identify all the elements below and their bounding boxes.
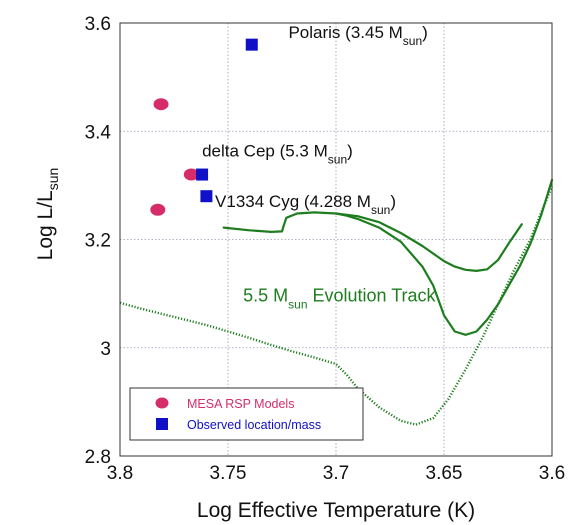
evolution-track-line (334, 178, 554, 336)
annotation-main-text: V1334 Cyg (4.288 M (215, 192, 371, 211)
y-tick-label: 3 (100, 339, 111, 360)
y-tick-label: 3.6 (85, 14, 111, 35)
annotations: Polaris (3.45 Msun)delta Cep (5.3 Msun)V… (202, 23, 436, 312)
x-tick-label: 3.65 (426, 463, 463, 484)
annotation-tail-text: ) (347, 142, 353, 161)
series-layer (119, 38, 554, 426)
annotation-tail-text: ) (390, 192, 396, 211)
observed-star-point (196, 168, 209, 181)
y-axis-title: Log L/Lsun (34, 168, 61, 261)
y-axis-title-sub: sun (45, 168, 61, 191)
legend-label: Observed location/mass (187, 418, 321, 432)
legend-box (129, 387, 364, 441)
x-tick-label: 3.8 (107, 463, 133, 484)
annotation-tail-text: Evolution Track (308, 286, 437, 306)
observed-star-point (245, 38, 258, 51)
y-tick-label: 3.2 (85, 231, 111, 252)
y-axis-title-main: Log L/L (34, 190, 57, 260)
tick-labels: 3.8 3.75 3.7 3.65 3.6 2.8 3 3.2 3.4 3.6 (85, 14, 566, 484)
x-tick-label: 3.7 (323, 463, 349, 484)
annotation-subscript: sun (328, 153, 347, 167)
mesa-model-point (150, 203, 166, 216)
legend-square-marker (156, 418, 168, 430)
annotation-main-text: Polaris (3.45 M (288, 23, 402, 42)
star-annotation: Polaris (3.45 Msun) (288, 23, 427, 48)
legend: MESA RSP Models Observed location/mass (129, 387, 364, 441)
y-tick-label: 2.8 (85, 447, 111, 468)
annotation-subscript: sun (288, 298, 307, 312)
annotation-subscript: sun (371, 203, 390, 217)
legend-label: MESA RSP Models (187, 397, 294, 411)
x-axis-title: Log Effective Temperature (K) (197, 499, 475, 522)
x-tick-label: 3.6 (539, 463, 565, 484)
evolution-track-line (222, 211, 523, 272)
plot-frame (119, 22, 553, 457)
y-tick-label: 3.4 (85, 122, 112, 143)
x-tick-label: 3.75 (210, 463, 247, 484)
star-annotation: V1334 Cyg (4.288 Msun) (215, 192, 396, 217)
annotation-tail-text: ) (422, 23, 428, 42)
mesa-model-point (153, 98, 169, 111)
observed-star-point (200, 190, 213, 203)
legend-circle-marker (155, 397, 169, 409)
mesa-model-point (183, 168, 199, 181)
annotation-main-text: 5.5 M (243, 286, 288, 306)
annotation-subscript: sun (403, 34, 422, 48)
annotation-main-text: delta Cep (5.3 M (202, 142, 328, 161)
track-annotation: 5.5 Msun Evolution Track (243, 286, 436, 312)
star-annotation: delta Cep (5.3 Msun) (202, 142, 353, 167)
